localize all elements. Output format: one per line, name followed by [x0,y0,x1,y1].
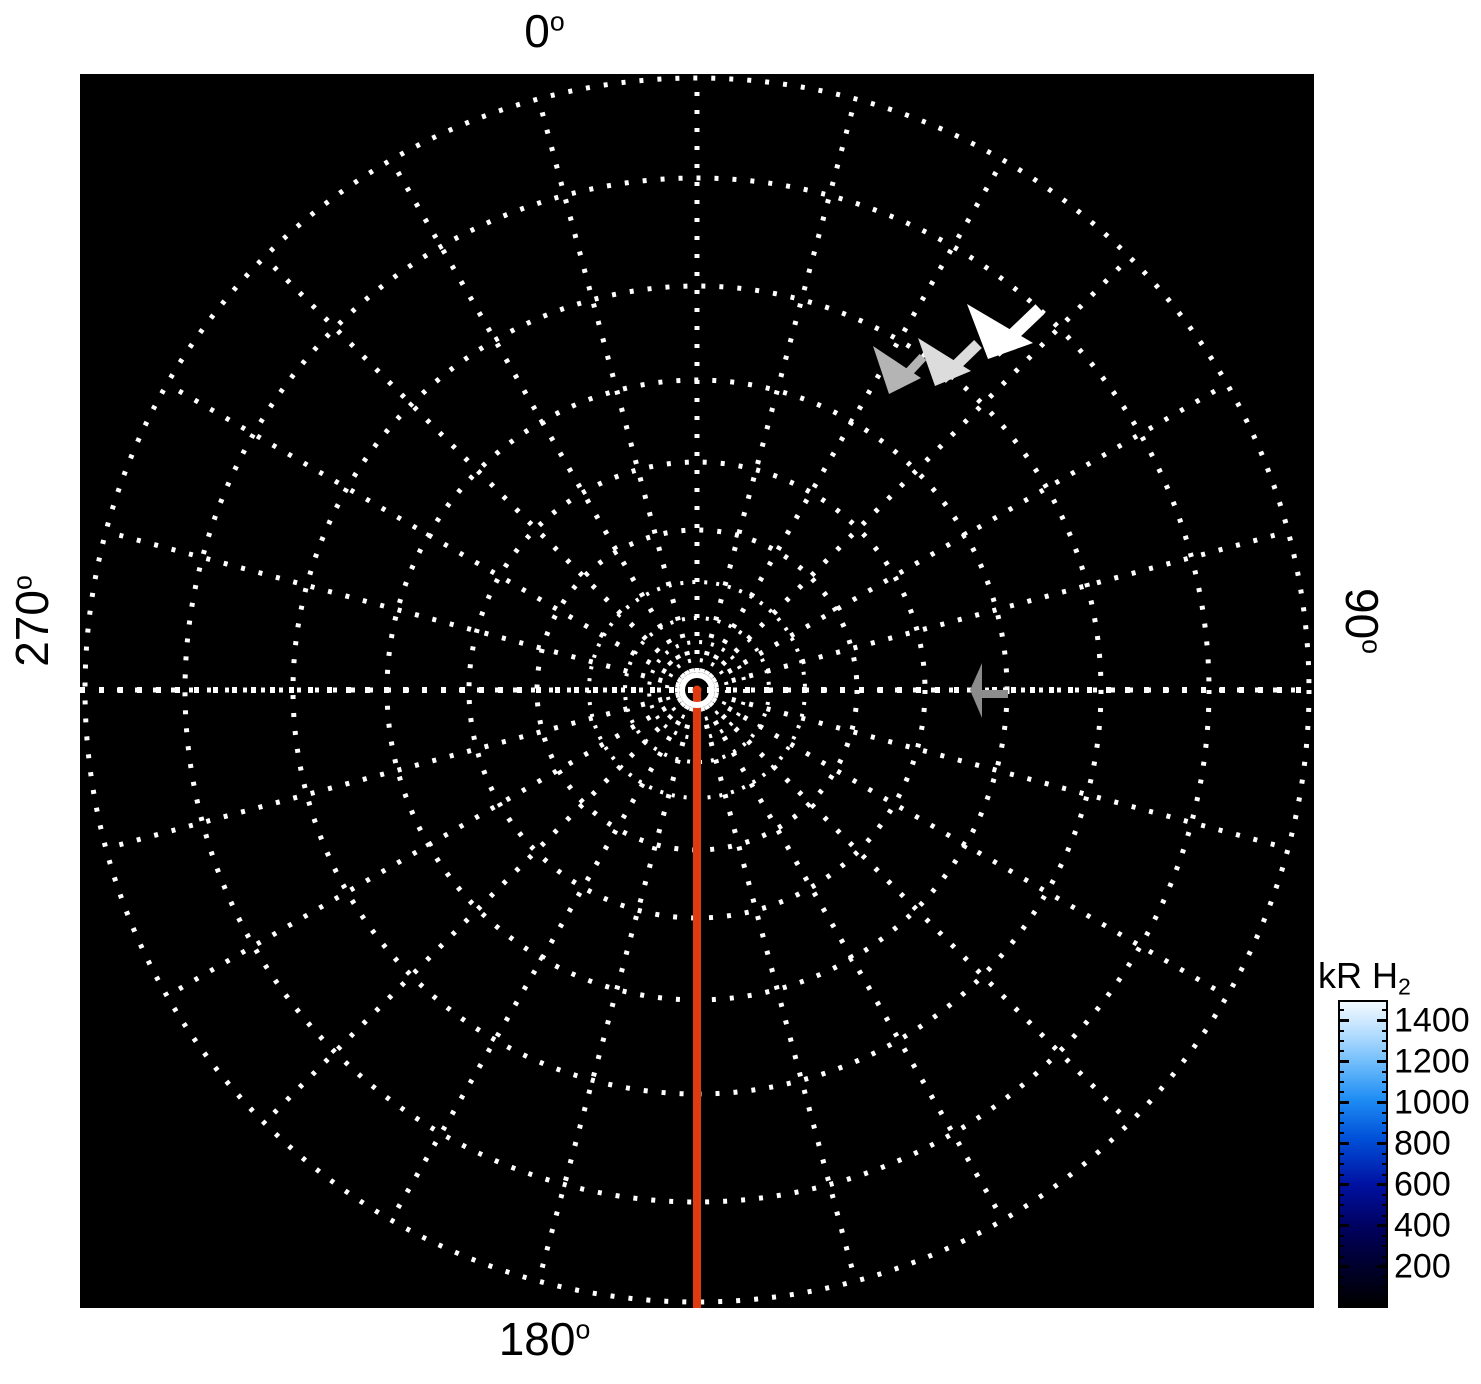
colorbar-tick-minor [1382,1245,1388,1248]
annotation-arrow-4 [970,663,1008,718]
colorbar-tick-minor [1382,1163,1388,1166]
arrow-2-head [918,338,971,386]
colorbar-tick-minor [1382,1029,1388,1032]
colorbar-tick-label: 800 [1394,1124,1451,1163]
colorbar-tick-minor [1382,1204,1388,1207]
pole-marker-ring [679,672,715,708]
annotation-arrow-2 [918,338,982,386]
degree-symbol-icon: o [549,6,565,37]
colorbar-tick-major [1377,1019,1388,1023]
annotation-arrow-3 [873,346,927,394]
colorbar-tick-minor [1382,1122,1388,1125]
colorbar-tick-major [1338,1060,1349,1064]
radial-gridline-outer [82,75,1312,1305]
colorbar-title: kR H2 [1318,955,1411,1000]
colorbar-tick-minor [1382,1276,1388,1279]
colorbar-tick-minor [1382,1235,1388,1238]
colorbar-tick-minor [1382,1194,1388,1197]
angular-label-180: 180o [0,1316,1285,1362]
colorbar-tick-minor [1338,1173,1344,1176]
colorbar-tick-major [1377,1060,1388,1064]
colorbar-tick-minor [1382,1173,1388,1176]
colorbar-tick-label: 1000 [1394,1083,1470,1122]
colorbar-tick-label: 400 [1394,1206,1451,1245]
colorbar-tick-minor [1338,1296,1344,1299]
colorbar-tick-major [1377,1101,1388,1105]
colorbar-tick-minor [1338,1070,1344,1073]
angular-label-0-value: 0 [524,5,550,57]
colorbar-tick-minor [1382,1296,1388,1299]
colorbar-tick-minor [1382,1091,1388,1094]
colorbar-tick-minor [1338,1111,1344,1114]
colorbar-tick-major [1338,1019,1349,1023]
colorbar-tick-major [1377,1183,1388,1187]
colorbar-title-subscript: 2 [1398,973,1411,1000]
colorbar-tick-minor [1382,1081,1388,1084]
colorbar-tick-minor [1382,1286,1388,1289]
colorbar-tick-minor [1382,1040,1388,1043]
degree-symbol-icon: o [575,1314,591,1345]
colorbar-tick-minor [1382,1214,1388,1217]
colorbar-tick-label: 200 [1394,1247,1451,1286]
colorbar-tick-minor [1338,1163,1344,1166]
colorbar-tick-minor [1338,1132,1344,1135]
colorbar-tick-minor [1382,1070,1388,1073]
colorbar-tick-major [1338,1142,1349,1146]
arrow-3-head [873,346,921,394]
angular-label-90: 90o [1336,531,1388,711]
arrow-4-head [970,663,982,718]
colorbar-tick-minor [1338,1214,1344,1217]
colorbar-tick-major [1377,1265,1388,1269]
colorbar-tick-label: 600 [1394,1165,1451,1204]
radial-gridline-ring [466,459,928,921]
angular-label-0: 0o [0,8,1285,54]
colorbar-tick-minor [1338,1204,1344,1207]
colorbar-tick-minor [1338,1255,1344,1258]
colorbar-tick-major [1338,1101,1349,1105]
colorbar-tick-minor [1338,1276,1344,1279]
colorbar-tick-minor [1338,1050,1344,1053]
polar-grid-svg [80,74,1314,1308]
colorbar-tick-minor [1338,1153,1344,1155]
colorbar-tick-minor [1338,1286,1344,1289]
colorbar-tick-major [1338,1265,1349,1269]
colorbar-tick-minor [1338,1040,1344,1043]
angular-label-90-value: 90 [1336,587,1388,640]
radial-gridline-ring [534,527,860,853]
colorbar-tick-minor [1382,1009,1388,1012]
angular-label-270-value: 270 [6,590,58,667]
radial-gridline-ring [182,175,1212,1205]
colorbar-tick-minor [1338,1081,1344,1084]
colorbar-ticks [1338,1000,1388,1308]
colorbar-tick-minor [1338,1194,1344,1197]
polar-plot-panel[interactable] [80,74,1314,1308]
colorbar-title-text: kR H [1318,955,1398,996]
radial-gridline-ring [290,283,1104,1097]
colorbar-tick-label: 1200 [1394,1042,1470,1081]
annotation-arrow-1 [967,304,1045,359]
colorbar-tick-minor [1338,1235,1344,1238]
colorbar-tick-major [1338,1224,1349,1228]
colorbar-tick-minor [1338,1122,1344,1125]
arrow-1-head [967,304,1033,359]
colorbar-tick-minor [1382,1050,1388,1053]
colorbar-tick-minor [1382,1132,1388,1135]
colorbar-tick-minor [1338,1245,1344,1248]
colorbar-tick-minor [1338,1009,1344,1012]
angular-label-270: 270o [6,531,58,711]
colorbar-tick-minor [1382,1111,1388,1114]
colorbar-tick-major [1377,1142,1388,1146]
colorbar-tick-major [1338,1183,1349,1187]
degree-symbol-icon: o [1356,639,1387,654]
colorbar-tick-minor [1338,1091,1344,1094]
pole-marker-dot [692,685,702,695]
colorbar-tick-label: 1400 [1394,1001,1470,1040]
colorbar-tick-minor [1338,1029,1344,1032]
colorbar-tick-minor [1382,1153,1388,1155]
angular-label-180-value: 180 [498,1313,576,1365]
colorbar-tick-minor [1382,1255,1388,1258]
colorbar-tick-major [1377,1224,1388,1228]
degree-symbol-icon: o [7,575,38,591]
